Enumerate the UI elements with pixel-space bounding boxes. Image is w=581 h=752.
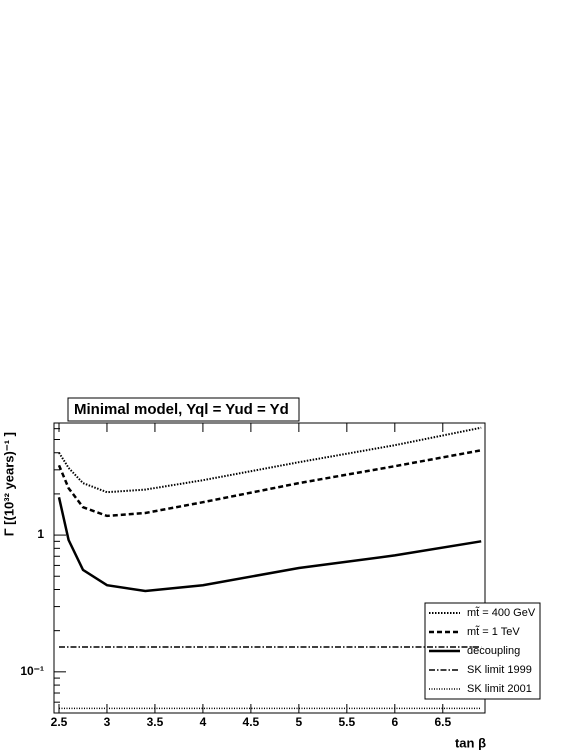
legend-label: SK limit 1999 [467,664,532,676]
legend-label: decoupling [467,645,520,657]
y-tick-label: 10⁻¹ [20,664,44,678]
x-tick-label: 4.5 [243,715,260,729]
series-line [57,497,482,593]
x-tick-label: 6.5 [434,715,451,729]
chart-title: Minimal model, Yql = Yud = Yd [74,401,289,418]
x-tick-label: 5 [296,715,303,729]
x-tick-label: 6 [391,715,398,729]
series-line [58,426,482,494]
x-tick-label: 3.5 [147,715,164,729]
legend-label: SK limit 2001 [467,683,532,695]
x-tick-label: 5.5 [338,715,355,729]
x-axis-label: tan β [455,735,486,750]
x-tick-label: 4 [200,715,207,729]
legend-label: mt̃ = 1 TeV [467,625,520,638]
y-axis-label: Γ [(10³² years)⁻¹ ] [1,432,16,536]
series-line [57,449,482,518]
x-tick-label: 2.5 [51,715,68,729]
y-tick-label: 1 [37,527,44,541]
plot-frame [53,422,486,714]
legend-label: mt̃ = 400 GeV [467,606,536,619]
x-tick-label: 3 [104,715,111,729]
title-box [67,397,300,422]
